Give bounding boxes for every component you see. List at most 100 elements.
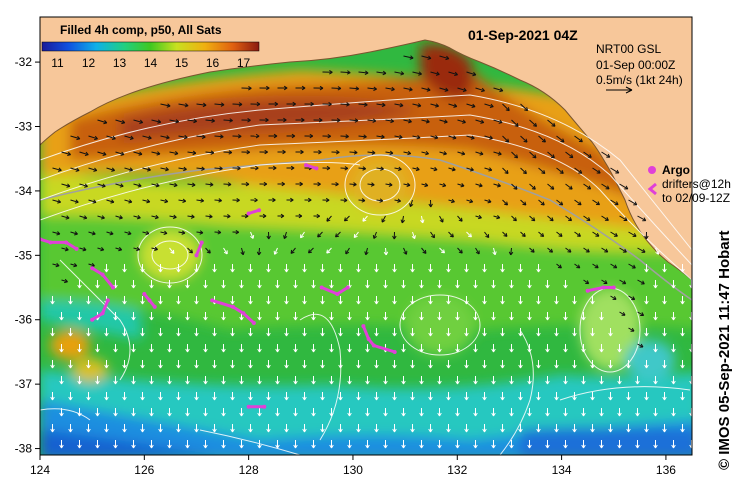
current-arrow <box>322 133 332 139</box>
current-arrow <box>637 215 647 222</box>
current-arrow <box>284 328 289 337</box>
current-arrow <box>194 392 199 401</box>
current-arrow <box>338 328 343 337</box>
current-arrow <box>86 360 91 369</box>
current-arrow <box>115 246 123 252</box>
current-arrow <box>302 360 307 369</box>
current-arrow <box>178 230 186 235</box>
current-arrow <box>385 118 395 124</box>
current-arrow <box>628 295 636 301</box>
current-arrow <box>313 213 321 219</box>
current-arrow <box>185 280 190 289</box>
current-arrow <box>392 392 397 401</box>
current-arrow <box>115 119 126 125</box>
current-arrow <box>95 344 100 353</box>
current-arrow <box>554 296 559 305</box>
current-arrow <box>311 408 316 417</box>
current-arrow <box>356 424 361 433</box>
current-arrow <box>322 69 333 75</box>
current-arrow <box>131 376 136 385</box>
current-arrow <box>455 440 460 449</box>
argo-point <box>241 311 246 316</box>
current-arrow <box>466 231 472 238</box>
current-arrow <box>410 296 415 305</box>
current-arrow <box>455 376 460 385</box>
current-arrow <box>482 360 487 369</box>
argo-point <box>111 285 116 290</box>
current-arrow <box>376 134 385 139</box>
current-arrow <box>518 392 523 401</box>
current-arrow <box>329 408 334 417</box>
argo-point <box>48 240 53 245</box>
coastline <box>40 39 692 281</box>
y-tick-label: -35 <box>15 248 33 262</box>
current-arrow <box>475 247 480 255</box>
current-arrow <box>212 328 217 337</box>
current-arrow <box>313 85 324 91</box>
current-arrow <box>430 71 440 76</box>
current-arrow <box>581 312 586 321</box>
current-arrow <box>466 71 477 77</box>
current-arrow <box>185 408 190 417</box>
current-arrow <box>313 117 323 123</box>
current-arrow <box>455 312 460 321</box>
current-arrow <box>545 312 550 321</box>
current-arrows <box>50 55 692 449</box>
current-arrow <box>545 440 550 449</box>
current-arrow <box>322 165 331 171</box>
current-arrow <box>599 376 604 385</box>
current-arrow <box>412 166 420 172</box>
current-arrow <box>122 392 127 401</box>
argo-point <box>335 291 340 296</box>
current-arrow <box>277 117 287 123</box>
current-arrow <box>205 150 215 155</box>
current-arrow <box>401 280 406 289</box>
current-arrow <box>493 87 504 93</box>
current-arrow <box>491 280 496 289</box>
current-arrow <box>421 150 429 156</box>
current-arrow <box>572 424 577 433</box>
current-arrow <box>628 231 637 237</box>
current-arrow <box>401 344 406 353</box>
current-arrow <box>365 312 370 321</box>
current-arrow <box>284 264 289 273</box>
current-arrow <box>133 151 143 156</box>
current-arrow <box>520 231 526 237</box>
current-arrow <box>437 312 442 321</box>
current-arrow <box>194 328 199 337</box>
current-arrow <box>311 344 316 353</box>
x-tick-label: 124 <box>30 463 50 477</box>
current-arrow <box>52 167 62 172</box>
current-arrow <box>221 376 226 385</box>
current-arrow <box>241 86 252 91</box>
current-arrow <box>322 101 332 107</box>
current-arrow <box>293 376 298 385</box>
current-arrow <box>563 344 568 353</box>
current-arrow <box>437 440 442 449</box>
current-arrow <box>68 424 73 433</box>
current-arrow <box>367 86 377 92</box>
current-arrow <box>320 360 325 369</box>
current-arrow <box>502 135 510 143</box>
current-arrow <box>383 376 388 385</box>
argo-point <box>64 240 69 245</box>
current-arrow <box>88 167 98 172</box>
current-arrow <box>439 247 445 254</box>
current-arrow <box>365 376 370 385</box>
current-arrow <box>214 134 224 139</box>
current-arrow <box>482 296 487 305</box>
current-arrow <box>95 440 100 449</box>
current-arrow <box>439 119 448 124</box>
current-arrow <box>446 264 451 273</box>
current-arrow <box>203 312 208 321</box>
current-arrow <box>401 408 406 417</box>
current-arrow <box>52 199 62 204</box>
current-arrow <box>383 408 388 417</box>
current-arrow <box>113 312 118 321</box>
current-arrow <box>385 150 394 156</box>
current-arrow <box>527 376 532 385</box>
current-arrow <box>356 296 361 305</box>
current-arrow <box>538 199 545 206</box>
current-arrow <box>131 344 136 353</box>
